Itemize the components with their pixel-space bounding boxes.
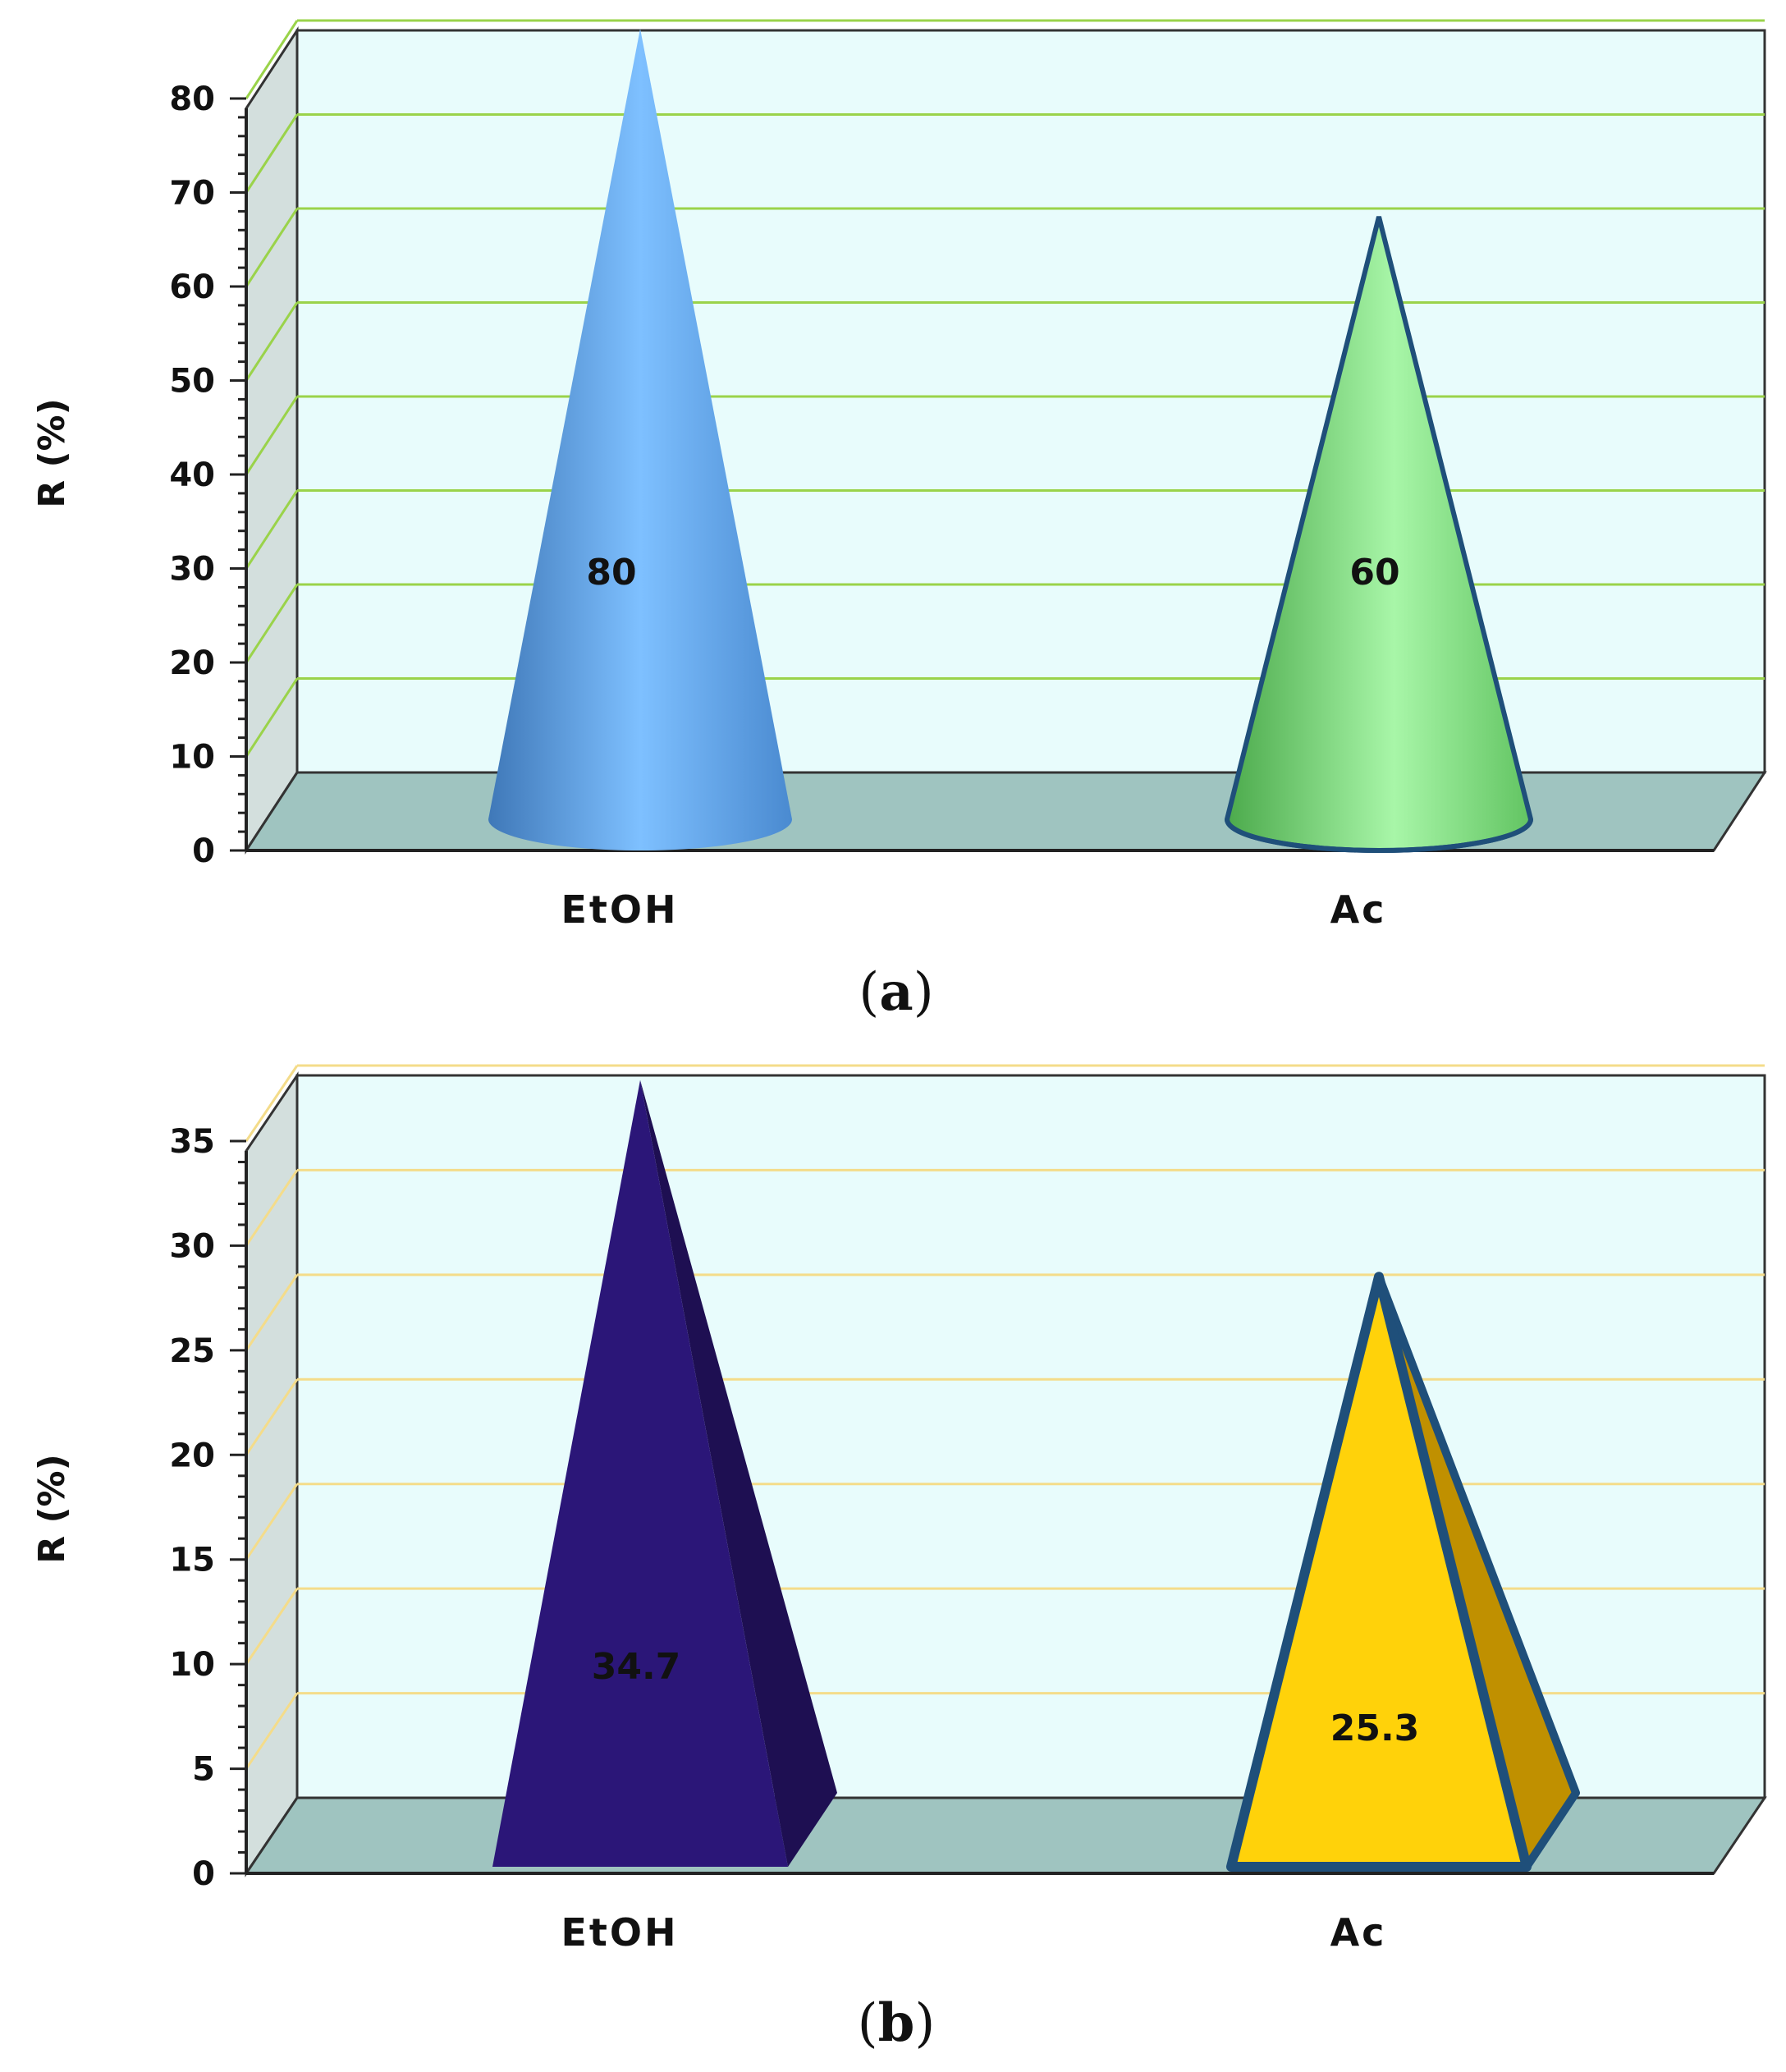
gridline bbox=[245, 1588, 299, 1665]
gridline bbox=[245, 1378, 299, 1456]
gridline bbox=[245, 1692, 299, 1770]
x-tick-label: Ac bbox=[1330, 1910, 1387, 1955]
y-tick-label: 5 bbox=[192, 1751, 215, 1789]
bar-etoh: 80 EtOH bbox=[488, 29, 792, 932]
bar-ac: 60 Ac bbox=[1224, 216, 1534, 932]
gridline bbox=[245, 1274, 299, 1351]
chart-panel-b: 0 5 10 15 20 25 30 35 34.7 EtOH 25.3 Ac R (%) (b) bbox=[31, 1064, 1767, 2054]
gridline bbox=[245, 113, 299, 194]
gridline bbox=[245, 20, 299, 99]
y-axis-label: R (%) bbox=[31, 1454, 73, 1564]
bar-ac: 25.3 Ac bbox=[1226, 1272, 1580, 1955]
gridline bbox=[245, 1483, 299, 1561]
floor bbox=[244, 771, 1767, 852]
y-tick-label: 15 bbox=[169, 1542, 215, 1579]
cone-mark bbox=[488, 29, 792, 850]
y-tick-label: 80 bbox=[169, 80, 215, 118]
gridline bbox=[245, 1169, 299, 1247]
gridlines bbox=[245, 19, 1765, 758]
y-tick-label: 20 bbox=[169, 1437, 215, 1474]
y-tick-label: 70 bbox=[169, 175, 215, 213]
gridline bbox=[245, 301, 299, 382]
y-axis-label: R (%) bbox=[31, 398, 73, 508]
data-label: 60 bbox=[1349, 552, 1399, 594]
y-tick-label: 20 bbox=[169, 644, 215, 682]
back-wall bbox=[295, 29, 1766, 774]
back-wall bbox=[295, 1074, 1766, 1799]
y-axis-ticks: 0 10 20 30 40 50 60 70 80 bbox=[169, 80, 1714, 870]
y-axis-ticks: 0 5 10 15 20 25 30 35 bbox=[169, 1123, 1714, 1893]
data-label: 80 bbox=[586, 552, 636, 594]
gridline bbox=[245, 584, 299, 663]
side-wall bbox=[245, 1071, 299, 1877]
panel-label: (a) bbox=[859, 961, 933, 1023]
x-tick-label: EtOH bbox=[561, 1910, 678, 1955]
bars: 34.7 EtOH 25.3 Ac bbox=[492, 1080, 1580, 1955]
y-tick-label: 40 bbox=[169, 456, 215, 494]
pyramid-front-face bbox=[1226, 1272, 1532, 1872]
gridline bbox=[245, 677, 299, 758]
y-tick-label: 30 bbox=[169, 1227, 215, 1265]
chart-frame bbox=[244, 25, 1767, 855]
y-tick-label: 50 bbox=[169, 363, 215, 401]
y-tick-label: 0 bbox=[192, 1855, 215, 1893]
y-tick-label: 35 bbox=[169, 1123, 215, 1161]
data-label: 25.3 bbox=[1330, 1708, 1420, 1749]
gridline bbox=[245, 1065, 299, 1142]
y-tick-label: 10 bbox=[169, 739, 215, 777]
gridline bbox=[245, 396, 299, 475]
y-tick-label: 25 bbox=[169, 1332, 215, 1370]
pyramid-front-face bbox=[492, 1080, 788, 1867]
y-tick-label: 10 bbox=[169, 1646, 215, 1684]
chart-panel-a: 0 10 20 30 40 50 60 70 80 80 EtOH 60 Ac R (%) (a) bbox=[31, 19, 1767, 1023]
y-tick-label: 60 bbox=[169, 268, 215, 306]
y-tick-label: 0 bbox=[192, 832, 215, 870]
bars: 80 EtOH 60 Ac bbox=[488, 29, 1534, 932]
gridline bbox=[245, 208, 299, 287]
x-tick-label: Ac bbox=[1330, 887, 1387, 932]
x-tick-label: EtOH bbox=[561, 887, 678, 932]
bar-etoh: 34.7 EtOH bbox=[492, 1080, 837, 1955]
y-tick-label: 30 bbox=[169, 551, 215, 589]
gridline bbox=[245, 489, 299, 570]
pyramid-side-face bbox=[640, 1080, 837, 1867]
cone-base-rim bbox=[1225, 818, 1533, 853]
panel-label: (b) bbox=[858, 1992, 936, 2054]
data-label: 34.7 bbox=[592, 1646, 681, 1688]
